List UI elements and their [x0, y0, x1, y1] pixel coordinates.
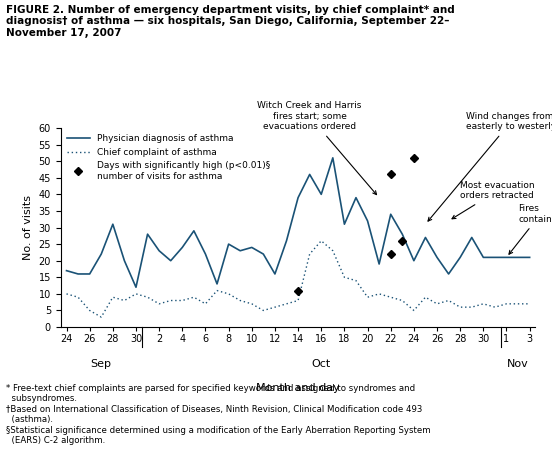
Text: Wind changes from
easterly to westerly: Wind changes from easterly to westerly — [428, 112, 552, 221]
Text: Most evacuation
orders retracted: Most evacuation orders retracted — [452, 181, 535, 219]
Text: Witch Creek and Harris
fires start; some
evacuations ordered: Witch Creek and Harris fires start; some… — [257, 101, 376, 195]
Text: Month and day: Month and day — [256, 383, 340, 393]
Text: * Free-text chief complaints are parsed for specified keywords and assigned to s: * Free-text chief complaints are parsed … — [6, 384, 430, 445]
Text: Sep: Sep — [91, 359, 112, 369]
Text: FIGURE 2. Number of emergency department visits, by chief complaint* and
diagnos: FIGURE 2. Number of emergency department… — [6, 5, 454, 38]
Y-axis label: No. of visits: No. of visits — [23, 195, 33, 260]
Text: Fires
contained: Fires contained — [509, 204, 552, 254]
Text: Nov: Nov — [507, 359, 529, 369]
Legend: Physician diagnosis of asthma, Chief complaint of asthma, Days with significantl: Physician diagnosis of asthma, Chief com… — [65, 133, 272, 182]
Text: Oct: Oct — [312, 359, 331, 369]
